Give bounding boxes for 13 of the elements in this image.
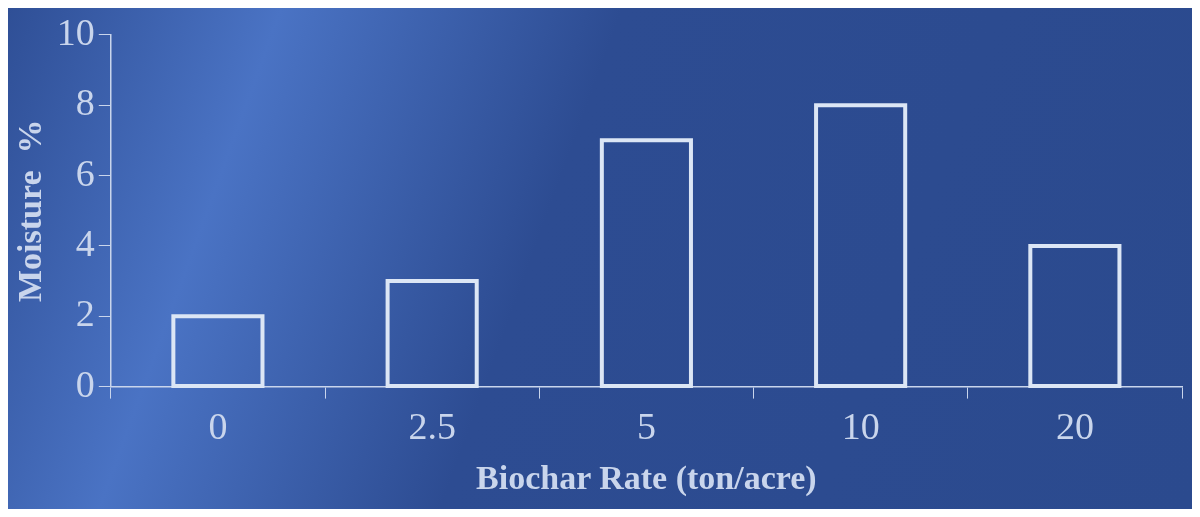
- x-tick-label: 10: [841, 405, 880, 448]
- y-axis-title: Moisture %: [11, 119, 49, 302]
- x-tick-label: 0: [208, 405, 228, 448]
- y-tick-label: 6: [75, 151, 95, 194]
- y-tick-label: 2: [75, 292, 95, 335]
- y-tick-label: 0: [75, 362, 95, 405]
- y-tick-label: 4: [75, 221, 95, 264]
- y-tick-label: 10: [56, 10, 95, 53]
- x-tick-label: 2.5: [408, 405, 456, 448]
- x-tick-label: 5: [636, 405, 656, 448]
- x-tick-label: 20: [1055, 405, 1094, 448]
- y-tick-label: 8: [75, 81, 95, 124]
- x-axis-title: Biochar Rate (ton/acre): [476, 459, 817, 498]
